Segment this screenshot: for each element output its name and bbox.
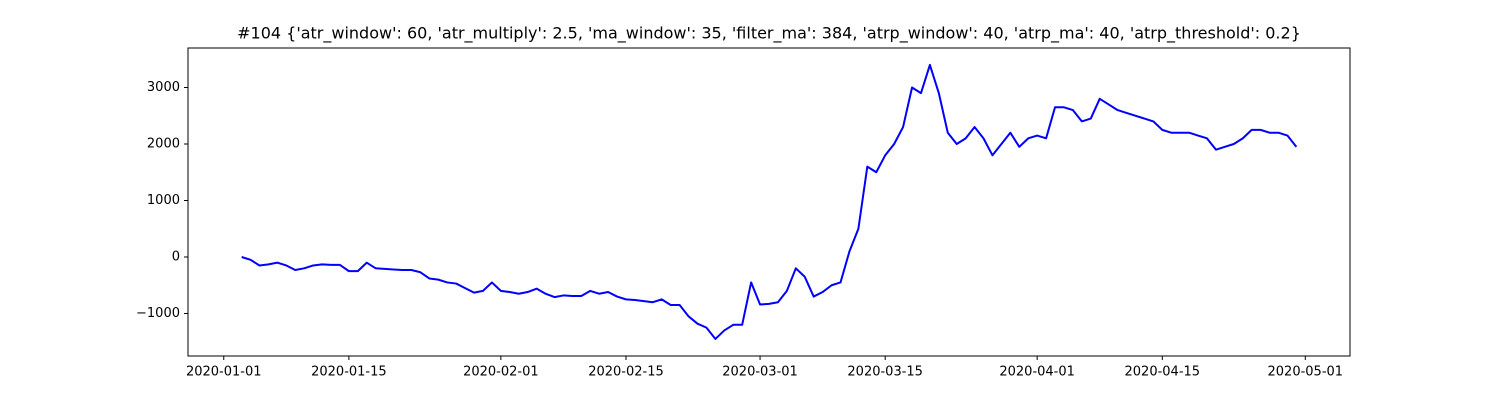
x-tick-label: 2020-03-15	[847, 365, 923, 380]
y-tick-label: 3000	[147, 80, 180, 95]
data-line	[241, 63, 1298, 340]
x-tick-label: 2020-01-01	[186, 365, 262, 380]
x-tick-label: 2020-02-01	[463, 365, 539, 380]
chart-title: #104 {'atr_window': 60, 'atr_multiply': …	[237, 24, 1301, 44]
x-tick-label: 2020-04-01	[999, 365, 1075, 380]
y-tick-label: 2000	[147, 136, 180, 151]
x-tick-label: 2020-03-01	[722, 365, 798, 380]
x-tick-label: 2020-02-15	[588, 365, 664, 380]
x-tick-label: 2020-05-01	[1268, 365, 1344, 380]
y-tick-label: 1000	[147, 193, 180, 208]
x-tick-label: 2020-04-15	[1125, 365, 1201, 380]
x-tick-label: 2020-01-15	[311, 365, 387, 380]
y-tick-label: 0	[172, 250, 180, 265]
y-tick-label: −1000	[136, 306, 180, 321]
plot-frame	[187, 47, 1351, 357]
